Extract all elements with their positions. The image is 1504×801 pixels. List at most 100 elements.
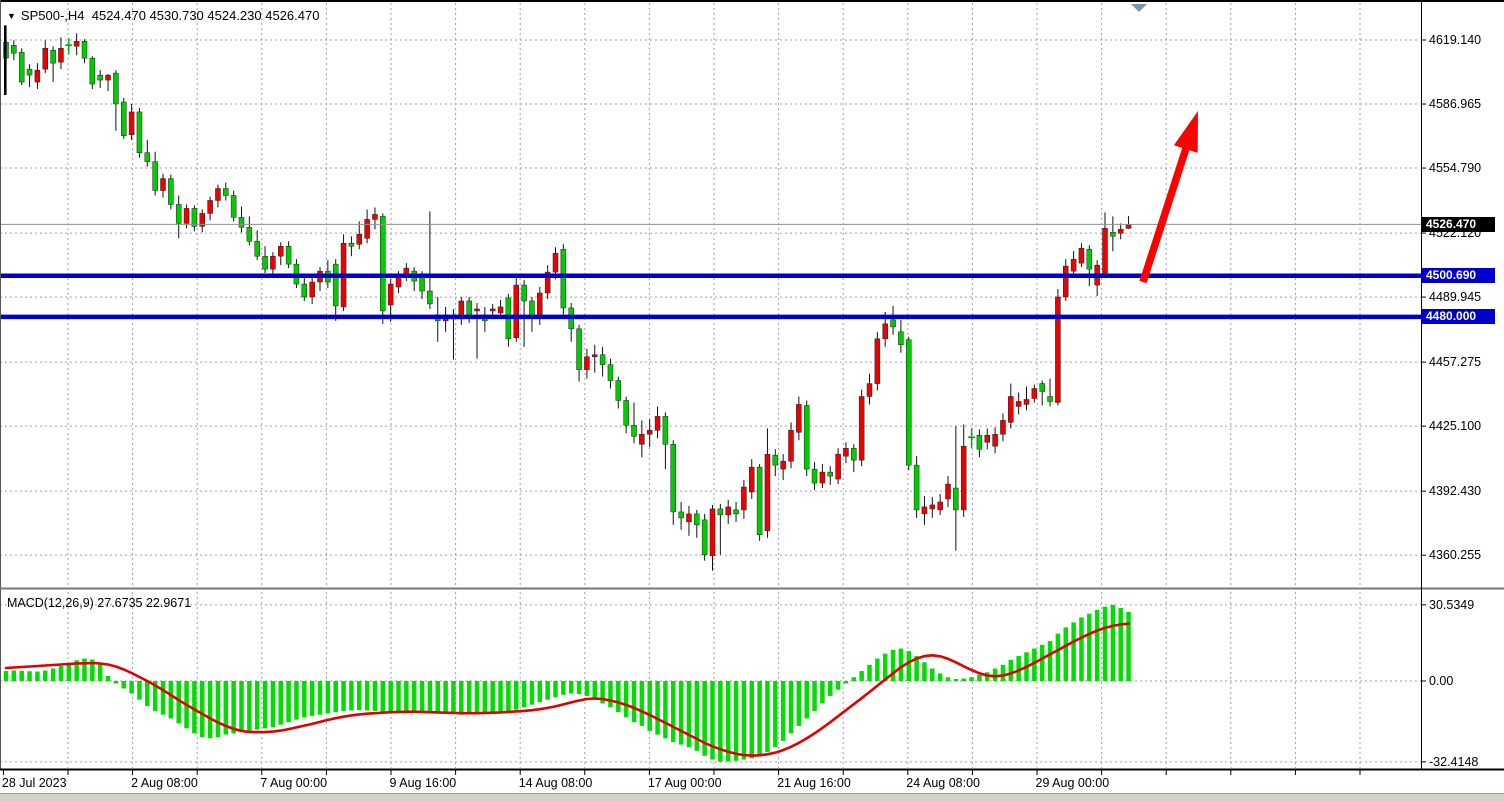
macd-bar [514, 681, 519, 710]
macd-bar [937, 673, 943, 681]
candle-down [466, 300, 472, 316]
date-tick-label: 21 Aug 16:00 [777, 776, 851, 790]
candle-up [843, 447, 849, 457]
candle-down [701, 519, 708, 555]
candle-up [544, 271, 551, 294]
candle-down [175, 204, 182, 224]
macd-bar [152, 681, 158, 711]
macd-bar [349, 681, 354, 711]
candle-up [741, 486, 747, 511]
candle-down [898, 331, 904, 345]
macd-bar [341, 681, 346, 711]
macd-bar [294, 681, 299, 720]
macd-bar [90, 659, 95, 681]
macd-bar [474, 681, 480, 714]
top-border [0, 0, 1504, 2]
candle-up [1023, 399, 1030, 405]
candle-down [419, 276, 425, 292]
candle-up [1102, 228, 1108, 275]
candle-down [81, 41, 88, 59]
date-tick-label: 29 Aug 00:00 [1035, 776, 1110, 790]
macd-bar [1008, 659, 1014, 681]
grid [0, 3, 1421, 768]
macd-bar [286, 681, 291, 723]
candle-down [427, 290, 433, 305]
macd-bar [168, 681, 174, 719]
macd-bar [19, 670, 24, 681]
macd-bar [231, 681, 236, 734]
macd-bar [121, 681, 126, 689]
candle-up [513, 284, 519, 339]
candle-up [584, 356, 590, 370]
candle-down [851, 447, 857, 461]
macd-bar [364, 681, 370, 711]
macd-histogram [3, 604, 1131, 762]
macd-bar [1032, 648, 1037, 681]
macd-bar [482, 681, 488, 713]
candle-up [1031, 388, 1038, 399]
macd-bar [828, 681, 833, 696]
macd-bar [490, 681, 495, 713]
macd-bar [945, 677, 951, 681]
candle-up [858, 396, 865, 461]
macd-tick-label: 30.5349 [1429, 597, 1475, 612]
candle-up [1117, 229, 1124, 234]
macd-label: MACD(12,26,9) 27.6735 22.9671 [7, 596, 192, 610]
current-price-tag: 4526.470 [1422, 217, 1495, 232]
macd-bar [380, 681, 386, 712]
candle-down [18, 51, 25, 83]
macd-bar [1016, 656, 1021, 681]
macd-bar [254, 681, 260, 730]
candle-up [686, 513, 692, 523]
macd-bar [631, 681, 637, 723]
trend-arrow-head [1173, 111, 1198, 153]
candle-down [623, 400, 629, 426]
candle-up [1070, 258, 1077, 272]
trend-arrow[interactable] [1139, 111, 1198, 284]
macd-bar [537, 681, 543, 703]
macd-bar [647, 681, 652, 731]
macd-bar [74, 660, 79, 681]
macd-bar [898, 648, 904, 681]
candle-down [1039, 383, 1045, 392]
candle-down [1047, 396, 1053, 402]
candle-down [913, 464, 920, 511]
date-tick-label: 24 Aug 08:00 [906, 776, 980, 790]
chart-end-marker-icon [1131, 4, 1147, 12]
candle-up [921, 506, 928, 515]
candle-up [725, 506, 731, 516]
macd-bar [906, 651, 911, 681]
candle-down [152, 161, 158, 191]
macd-bar [1094, 609, 1100, 681]
macd-bar [702, 681, 707, 756]
candle-down [733, 509, 739, 515]
macd-bar [137, 681, 142, 700]
candle-down [1086, 248, 1093, 270]
macd-bar [718, 681, 723, 762]
macd-bar [710, 681, 715, 760]
symbol-dropdown-icon[interactable]: ▼ [7, 11, 16, 21]
macd-bar [600, 681, 605, 704]
candle-down [827, 471, 833, 477]
candle-down [97, 74, 103, 81]
macd-bar [411, 681, 417, 713]
macd-bar [890, 649, 896, 681]
candle-up [874, 338, 881, 384]
price-tick-label: 4360.255 [1429, 548, 1482, 563]
macd-bar [325, 681, 331, 714]
macd-bar [796, 681, 802, 726]
macd-bar [113, 681, 119, 684]
candle-up [552, 252, 559, 273]
macd-bar [875, 658, 880, 681]
candle-up [937, 501, 943, 511]
macd-bar [867, 664, 872, 681]
candle-down [976, 435, 983, 450]
candle-up [592, 354, 598, 357]
macd-bar [749, 681, 754, 759]
candle-down [670, 443, 676, 513]
price-tick-label: 4489.945 [1429, 290, 1482, 305]
macd-bar [820, 681, 825, 704]
candle-up [489, 308, 496, 312]
